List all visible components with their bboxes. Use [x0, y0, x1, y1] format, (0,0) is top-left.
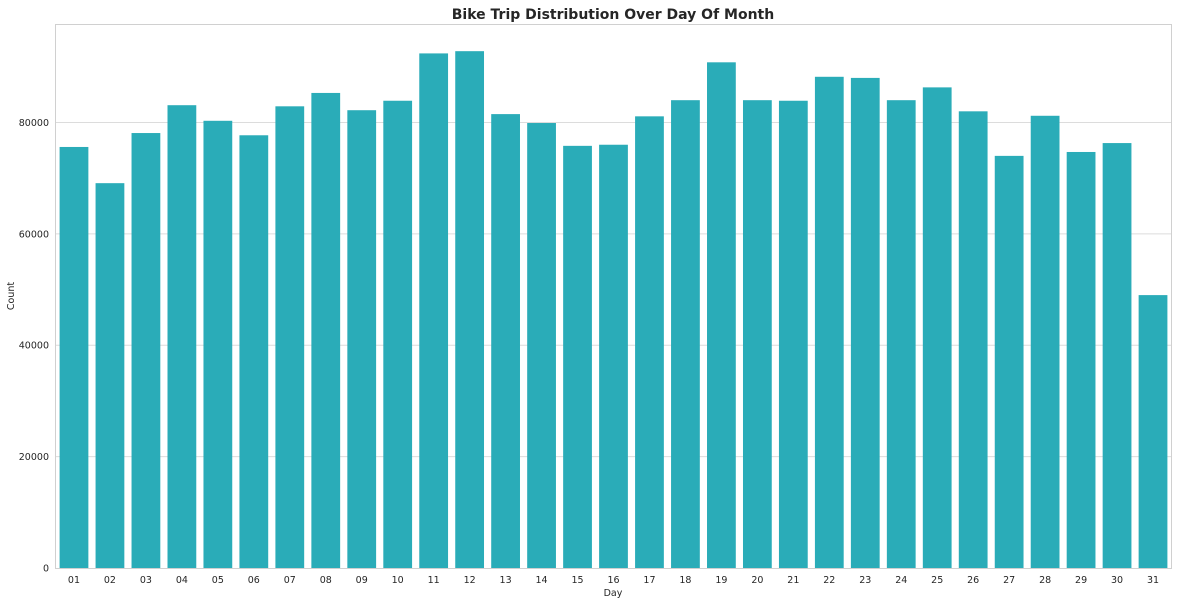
bar-day-10 [383, 100, 413, 568]
x-tick-label: 01 [68, 575, 80, 586]
x-tick-label: 22 [823, 575, 835, 586]
x-tick-label: 02 [104, 575, 116, 586]
x-tick-label: 07 [284, 575, 296, 586]
x-tick-label: 20 [751, 575, 763, 586]
bar-day-25 [922, 87, 952, 569]
bar-day-19 [707, 62, 736, 569]
bar-day-23 [850, 77, 880, 569]
bar-day-20 [742, 100, 772, 568]
bar-day-05 [203, 120, 233, 568]
y-tick-label: 80000 [19, 118, 49, 129]
x-tick-label: 08 [320, 575, 332, 586]
x-tick-label: 06 [248, 575, 260, 586]
bars [59, 51, 1168, 569]
bar-day-24 [886, 100, 916, 568]
bar-day-27 [994, 155, 1024, 568]
chart-title: Bike Trip Distribution Over Day Of Month [452, 7, 774, 23]
bar-day-14 [527, 123, 556, 568]
x-tick-label: 14 [536, 575, 548, 586]
bar-day-29 [1066, 151, 1096, 568]
x-tick-label: 21 [787, 575, 799, 586]
y-tick-labels: 0 20000 40000 60000 80000 [19, 118, 49, 575]
bar-day-22 [814, 76, 844, 568]
x-tick-label: 09 [356, 575, 368, 586]
bar-day-13 [491, 114, 520, 568]
x-tick-label: 11 [428, 575, 440, 586]
bar-day-16 [599, 144, 628, 568]
x-tick-label: 23 [859, 575, 871, 586]
bar-day-09 [347, 110, 377, 568]
x-axis-label: Day [604, 588, 623, 599]
bar-day-15 [563, 145, 592, 569]
bar-day-03 [131, 133, 161, 568]
bar-day-01 [59, 146, 89, 568]
y-tick-label: 60000 [19, 229, 49, 240]
x-tick-label: 18 [679, 575, 691, 586]
bar-day-12 [455, 51, 485, 568]
bar-day-28 [1030, 115, 1060, 568]
x-tick-label: 25 [931, 575, 943, 586]
bar-day-02 [95, 183, 125, 569]
bar-day-04 [167, 105, 197, 568]
y-tick-label: 20000 [19, 452, 49, 463]
x-tick-labels: 01 02 03 04 05 06 07 08 09 10 11 12 13 14 15 16 17 18 19 20… [68, 575, 1159, 586]
y-tick-label: 40000 [19, 341, 49, 352]
x-tick-label: 12 [464, 575, 476, 586]
bar-day-18 [671, 100, 700, 568]
x-tick-label: 13 [500, 575, 512, 586]
y-axis-label: Count [6, 282, 17, 310]
x-tick-label: 05 [212, 575, 224, 586]
x-tick-label: 04 [176, 575, 188, 586]
x-tick-label: 28 [1039, 575, 1051, 586]
bar-day-21 [778, 100, 808, 568]
y-tick-label: 0 [43, 564, 49, 575]
x-tick-label: 30 [1111, 575, 1123, 586]
x-tick-label: 15 [571, 575, 583, 586]
bar-day-11 [419, 53, 449, 568]
x-tick-label: 10 [392, 575, 404, 586]
x-tick-label: 03 [140, 575, 152, 586]
bar-day-06 [239, 135, 269, 569]
x-tick-label: 19 [715, 575, 727, 586]
bar-day-07 [275, 106, 305, 569]
bar-day-08 [311, 92, 341, 569]
x-tick-label: 31 [1147, 575, 1159, 586]
x-tick-label: 29 [1075, 575, 1087, 586]
bar-day-26 [958, 111, 988, 569]
x-tick-label: 27 [1003, 575, 1015, 586]
bar-day-17 [635, 116, 664, 568]
x-tick-label: 24 [895, 575, 907, 586]
x-tick-label: 17 [643, 575, 655, 586]
x-tick-label: 26 [967, 575, 979, 586]
bar-day-31 [1138, 295, 1168, 568]
x-tick-label: 16 [607, 575, 619, 586]
bar-day-30 [1102, 143, 1132, 568]
plot-frame [55, 24, 1172, 569]
